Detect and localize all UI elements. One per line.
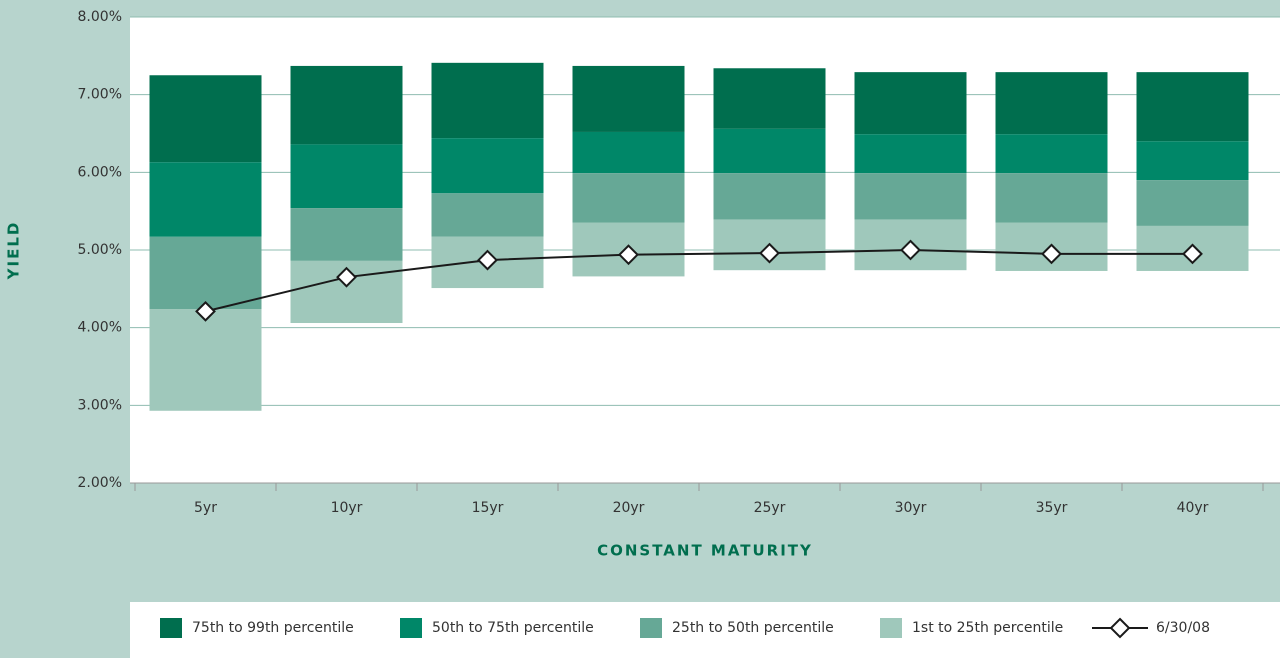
y-tick-label: 7.00%: [78, 87, 122, 103]
marker: [195, 300, 216, 322]
bar-segment: [290, 208, 403, 261]
legend-label: 75th to 99th percentile: [192, 620, 354, 636]
marker: [336, 266, 357, 288]
bar-segment: [995, 72, 1108, 135]
x-tick-label: 5yr: [194, 500, 217, 516]
y-tick-label: 4.00%: [78, 320, 122, 336]
bar-segment: [149, 236, 262, 310]
marker: [900, 239, 921, 261]
bar-segment: [431, 193, 544, 237]
legend-label: 50th to 75th percentile: [432, 620, 594, 636]
legend-box: [130, 602, 1280, 658]
y-tick-label: 2.00%: [78, 475, 122, 491]
bar-segment: [431, 62, 544, 139]
marker: [618, 244, 639, 266]
bar-segment: [572, 65, 685, 132]
x-tick-label: 25yr: [754, 500, 786, 516]
x-tick-label: 40yr: [1177, 500, 1209, 516]
bar-segment: [572, 131, 685, 174]
bar-segment: [995, 134, 1108, 174]
line: [205, 248, 1193, 313]
marker: [759, 242, 780, 264]
x-tick-label: 20yr: [613, 500, 645, 516]
legend-swatch: [400, 618, 422, 638]
legend-swatch: [880, 618, 902, 638]
legend-label: 1st to 25th percentile: [912, 620, 1063, 636]
legend-label: 25th to 50th percentile: [672, 620, 834, 636]
bar-segment: [290, 144, 403, 209]
marker: [1041, 243, 1062, 265]
y-tick-label: 6.00%: [78, 164, 122, 180]
bar-segment: [1136, 141, 1249, 181]
bar-segment: [854, 173, 967, 220]
bar-segment: [1136, 72, 1249, 142]
marker: [477, 249, 498, 271]
x-axis-title: CONSTANT MATURITY: [597, 542, 813, 560]
y-tick-label: 5.00%: [78, 242, 122, 258]
legend-swatch: [640, 618, 662, 638]
bar-segment: [713, 68, 826, 129]
bar-segment: [713, 173, 826, 220]
x-tick-label: 15yr: [472, 500, 504, 516]
bar-segment: [290, 65, 403, 145]
bar-segment: [431, 138, 544, 194]
bar-segment: [854, 72, 967, 135]
legend-swatch: [160, 618, 182, 638]
x-tick-label: 30yr: [895, 500, 927, 516]
y-tick-label: 8.00%: [78, 9, 122, 25]
bar-segment: [149, 309, 262, 411]
y-axis-title: YIELD: [5, 221, 23, 281]
bar-segment: [713, 128, 826, 174]
bar-segment: [995, 173, 1108, 223]
x-tick-label: 10yr: [331, 500, 363, 516]
x-tick-label: 35yr: [1036, 500, 1068, 516]
bar-segment: [572, 173, 685, 223]
bar-segment: [854, 134, 967, 174]
bar-segment: [1136, 180, 1249, 226]
y-tick-label: 3.00%: [78, 397, 122, 413]
legend-label: 6/30/08: [1156, 620, 1210, 636]
legend-marker: [1109, 617, 1131, 639]
bar-segment: [149, 162, 262, 237]
bar-segment: [149, 75, 262, 163]
marker: [1182, 243, 1203, 265]
